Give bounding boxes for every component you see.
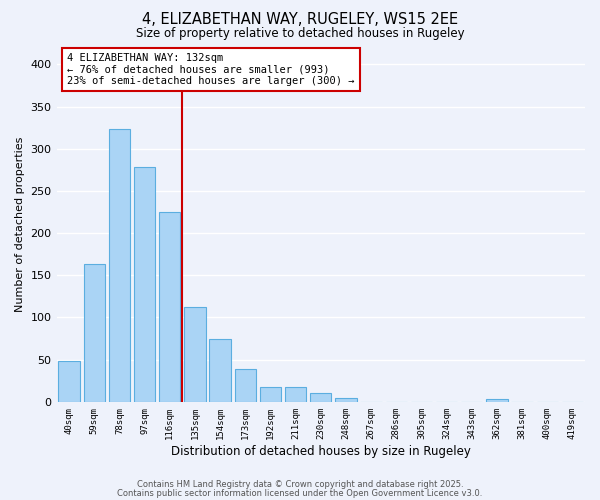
Bar [335, 398, 356, 402]
X-axis label: Distribution of detached houses by size in Rugeley: Distribution of detached houses by size … [171, 444, 471, 458]
Y-axis label: Number of detached properties: Number of detached properties [15, 137, 25, 312]
Bar [260, 388, 281, 402]
Bar [134, 168, 155, 402]
Bar [58, 362, 80, 402]
Bar [184, 306, 206, 402]
Bar [310, 394, 331, 402]
Bar [486, 400, 508, 402]
Text: 4 ELIZABETHAN WAY: 132sqm
← 76% of detached houses are smaller (993)
23% of semi: 4 ELIZABETHAN WAY: 132sqm ← 76% of detac… [67, 53, 355, 86]
Bar [83, 264, 105, 402]
Text: Contains public sector information licensed under the Open Government Licence v3: Contains public sector information licen… [118, 488, 482, 498]
Text: Contains HM Land Registry data © Crown copyright and database right 2025.: Contains HM Land Registry data © Crown c… [137, 480, 463, 489]
Text: Size of property relative to detached houses in Rugeley: Size of property relative to detached ho… [136, 28, 464, 40]
Bar [209, 338, 231, 402]
Text: 4, ELIZABETHAN WAY, RUGELEY, WS15 2EE: 4, ELIZABETHAN WAY, RUGELEY, WS15 2EE [142, 12, 458, 28]
Bar [159, 212, 181, 402]
Bar [109, 130, 130, 402]
Bar [285, 388, 307, 402]
Bar [235, 369, 256, 402]
